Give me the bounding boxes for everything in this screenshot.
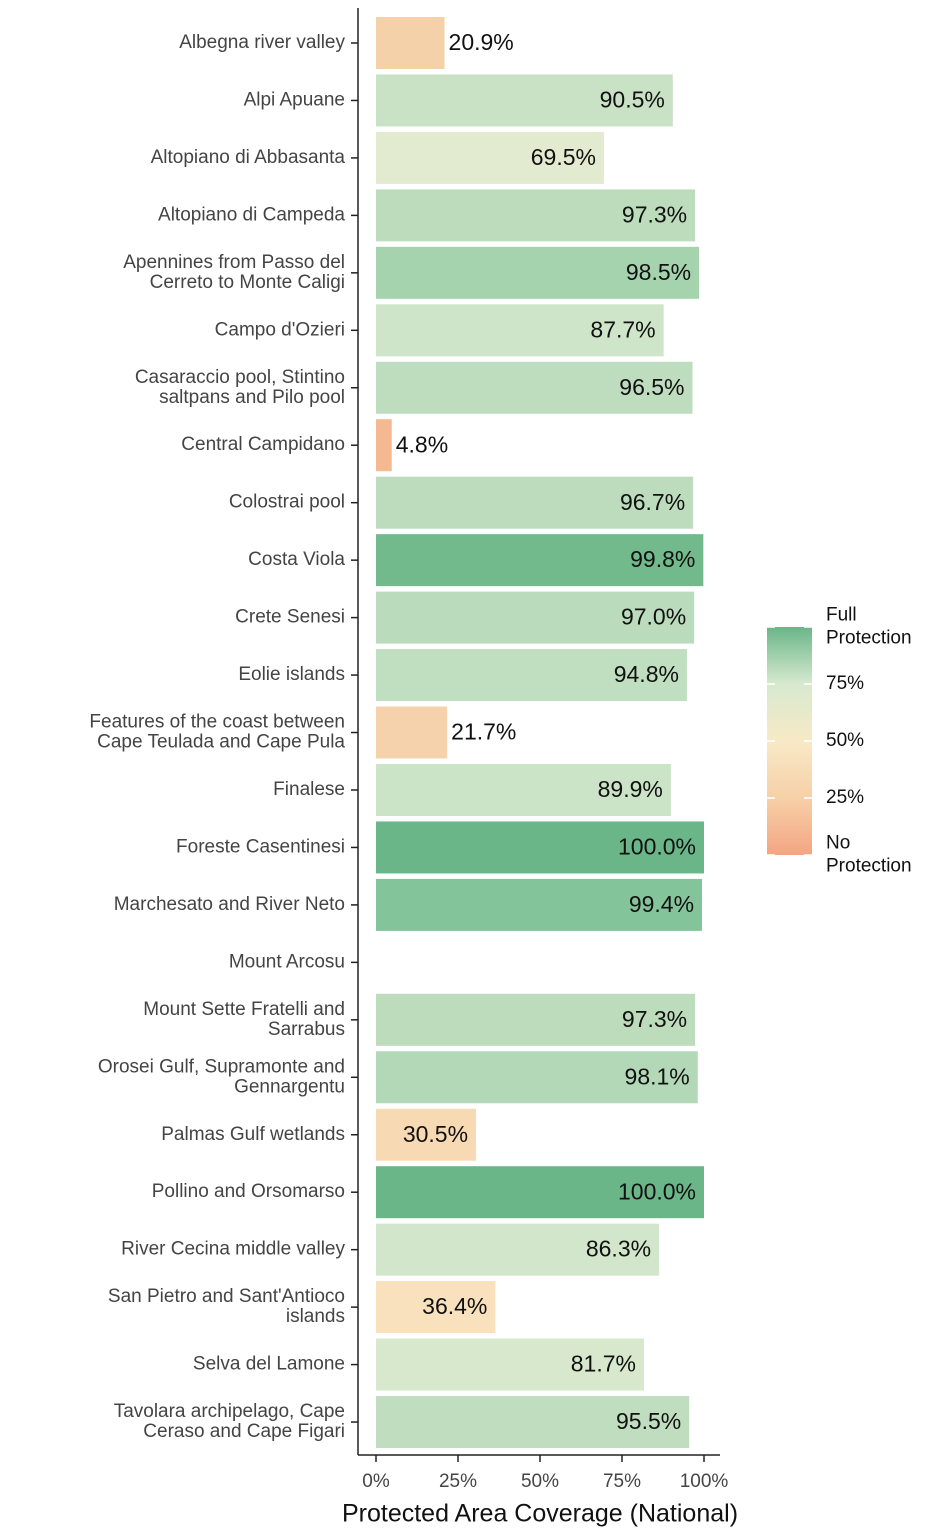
bar: [376, 1281, 496, 1334]
bar: [376, 1166, 704, 1219]
y-tick-label: Mount Sette Fratelli and Sarrabus: [143, 999, 345, 1040]
value-label: 94.8%: [614, 661, 679, 687]
bar: [376, 1338, 644, 1391]
bar: [376, 591, 695, 644]
y-tick-label: Pollino and Orsomarso: [152, 1181, 345, 1202]
value-label: 95.5%: [616, 1408, 681, 1434]
x-axis-title: Protected Area Coverage (National): [342, 1500, 738, 1528]
bar: [376, 476, 694, 529]
x-tick-label: 75%: [603, 1471, 641, 1492]
y-tick-label: Costa Viola: [248, 549, 345, 570]
y-tick-label: Campo d'Ozieri: [215, 319, 345, 340]
bar: [376, 993, 696, 1046]
value-label: 20.9%: [449, 29, 514, 55]
legend-label: No Protection: [826, 833, 912, 877]
y-tick-label: Alpi Apuane: [244, 89, 345, 110]
y-tick-label: Marchesato and River Neto: [114, 894, 345, 915]
value-label: 96.5%: [619, 374, 684, 400]
y-tick-label: Colostrai pool: [229, 492, 345, 513]
y-tick-label: Altopiano di Abbasanta: [151, 147, 346, 168]
y-tick-label: Finalese: [273, 779, 345, 800]
x-tick-label: 50%: [521, 1471, 559, 1492]
bar: [376, 534, 704, 587]
bar: [376, 74, 673, 127]
x-tick-label: 100%: [680, 1471, 729, 1492]
bar: [376, 1108, 477, 1161]
value-label: 89.9%: [598, 776, 663, 802]
value-label: 98.5%: [626, 259, 691, 285]
bar: [376, 1396, 690, 1449]
value-label: 87.7%: [590, 316, 655, 342]
bar: [376, 878, 703, 931]
value-label: 99.4%: [629, 891, 694, 917]
value-label: 90.5%: [600, 87, 665, 113]
bar: [376, 763, 671, 816]
value-label: 69.5%: [531, 144, 596, 170]
y-tick-label: Mount Arcosu: [229, 951, 345, 972]
value-label: 97.3%: [622, 201, 687, 227]
bar: [376, 1051, 698, 1104]
bar: [376, 246, 700, 299]
y-tick-label: River Cecina middle valley: [121, 1239, 345, 1260]
bar: [376, 131, 604, 184]
bar: [376, 189, 696, 242]
legend-label: 25%: [826, 787, 864, 808]
bar: [376, 821, 704, 874]
value-label: 21.7%: [451, 719, 516, 745]
bar: [376, 17, 445, 69]
y-tick-label: Palmas Gulf wetlands: [161, 1124, 345, 1145]
y-tick-label: Central Campidano: [181, 434, 345, 455]
y-tick-label: San Pietro and Sant'Antioco islands: [108, 1286, 345, 1327]
value-label: 98.1%: [625, 1063, 690, 1089]
y-tick-label: Apennines from Passo del Cerreto to Monte…: [123, 252, 345, 293]
value-label: 97.3%: [622, 1006, 687, 1032]
value-label: 36.4%: [422, 1293, 487, 1319]
value-label: 30.5%: [403, 1121, 468, 1147]
value-label: 96.7%: [620, 489, 685, 515]
legend-label: 75%: [826, 673, 864, 694]
value-label: 81.7%: [571, 1351, 636, 1377]
y-tick-label: Albegna river valley: [179, 32, 345, 53]
legend-label: Full Protection: [826, 605, 912, 649]
value-label: 97.0%: [621, 604, 686, 630]
y-tick-label: Orosei Gulf, Supramonte and Gennargentu: [98, 1056, 345, 1097]
y-tick-label: Crete Senesi: [235, 607, 345, 628]
y-tick-label: Features of the coast between Cape Teulad…: [89, 712, 345, 753]
x-tick-label: 25%: [439, 1471, 477, 1492]
bar: [376, 649, 687, 702]
bar: [376, 304, 664, 357]
y-tick-label: Selva del Lamone: [193, 1354, 345, 1375]
legend-label: 50%: [826, 730, 864, 751]
value-label: 4.8%: [396, 431, 448, 457]
value-label: 99.8%: [630, 546, 695, 572]
value-label: 100.0%: [618, 834, 696, 860]
y-tick-label: Foreste Casentinesi: [176, 836, 345, 857]
y-tick-label: Casaraccio pool, Stintino saltpans and Pi…: [135, 367, 345, 408]
bar: [376, 361, 693, 414]
x-tick-label: 0%: [362, 1471, 390, 1492]
bar: [376, 1223, 660, 1276]
value-label: 100.0%: [618, 1178, 696, 1204]
y-tick-label: Tavolara archipelago, Cape Ceraso and Cap…: [114, 1401, 345, 1442]
y-tick-label: Altopiano di Campeda: [158, 204, 345, 225]
y-tick-label: Eolie islands: [238, 664, 345, 685]
value-label: 86.3%: [586, 1236, 651, 1262]
bar: [376, 706, 448, 759]
bar: [376, 419, 392, 472]
